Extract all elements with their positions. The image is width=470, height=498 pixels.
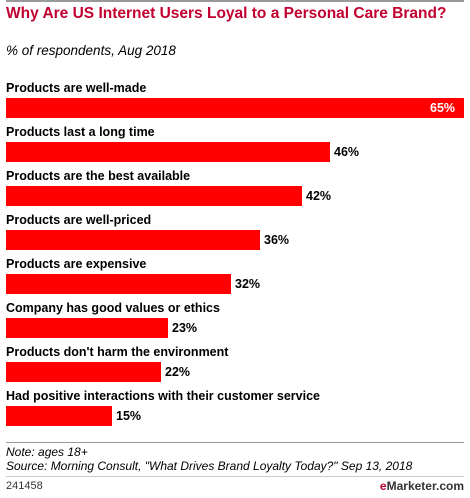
- category-label: Had positive interactions with their cus…: [6, 389, 320, 403]
- brand-rest: Marketer: [386, 479, 436, 493]
- category-label: Products are expensive: [6, 257, 147, 271]
- footer-rule: [6, 476, 464, 477]
- value-label: 46%: [334, 145, 360, 159]
- bar-chart: Products are well-made 65% Products last a…: [0, 72, 470, 432]
- bar-row: Products last a long time 46%: [0, 116, 470, 162]
- value-label: 65%: [430, 101, 456, 115]
- category-label: Products are well-priced: [6, 213, 152, 227]
- bar: [6, 274, 231, 294]
- brand-suffix: .com: [435, 479, 464, 493]
- value-label: 23%: [172, 321, 198, 335]
- chart-id: 241458: [6, 480, 43, 492]
- bar-row: Had positive interactions with their cus…: [0, 380, 470, 426]
- top-rule: [6, 0, 464, 2]
- chart-subtitle: % of respondents, Aug 2018: [6, 43, 176, 58]
- bar: [6, 230, 260, 250]
- value-label: 22%: [165, 365, 191, 379]
- bar: [6, 186, 302, 206]
- category-label: Products are the best available: [6, 169, 191, 183]
- bar-row: Products are expensive 32%: [0, 248, 470, 294]
- value-label: 15%: [116, 409, 142, 423]
- chart-note: Note: ages 18+: [6, 445, 88, 459]
- category-label: Products last a long time: [6, 125, 155, 139]
- bar-row: Products are the best available 42%: [0, 160, 470, 206]
- bar-row: Products are well-priced 36%: [0, 204, 470, 250]
- bar-row: Products are well-made 65%: [0, 72, 470, 118]
- value-label: 42%: [306, 189, 332, 203]
- bottom-rule: [6, 442, 464, 443]
- chart-source: Source: Morning Consult, "What Drives Br…: [6, 459, 413, 473]
- bar: [6, 362, 161, 382]
- value-label: 32%: [235, 277, 261, 291]
- category-label: Company has good values or ethics: [6, 301, 220, 315]
- category-label: Products are well-made: [6, 81, 147, 95]
- category-label: Products don't harm the environment: [6, 345, 229, 359]
- bar-row: Company has good values or ethics 23%: [0, 292, 470, 338]
- brand-e: e: [379, 479, 387, 493]
- chart-title: Why Are US Internet Users Loyal to a Per…: [6, 5, 447, 22]
- bar: [6, 406, 112, 426]
- bar: [6, 318, 168, 338]
- bar: [6, 98, 464, 118]
- bar-row: Products don't harm the environment 22%: [0, 336, 470, 382]
- bar: [6, 142, 330, 162]
- emarketer-logo[interactable]: eMarketer.com: [380, 479, 464, 493]
- value-label: 36%: [264, 233, 290, 247]
